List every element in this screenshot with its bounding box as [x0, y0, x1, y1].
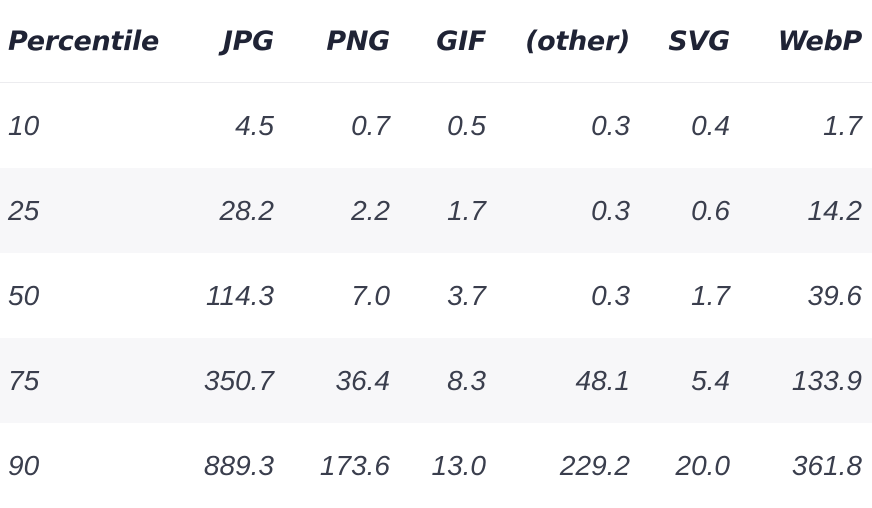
- webp-cell: 1.7: [740, 83, 872, 169]
- table-row: 50 114.3 7.0 3.7 0.3 1.7 39.6: [0, 253, 872, 338]
- other-cell: 0.3: [496, 253, 640, 338]
- table-row: 90 889.3 173.6 13.0 229.2 20.0 361.8: [0, 423, 872, 508]
- gif-cell: 1.7: [400, 168, 496, 253]
- column-header-jpg: JPG: [188, 0, 284, 83]
- other-cell: 229.2: [496, 423, 640, 508]
- webp-cell: 14.2: [740, 168, 872, 253]
- table-row: 25 28.2 2.2 1.7 0.3 0.6 14.2: [0, 168, 872, 253]
- gif-cell: 0.5: [400, 83, 496, 169]
- svg-cell: 5.4: [640, 338, 740, 423]
- jpg-cell: 4.5: [188, 83, 284, 169]
- column-header-other: (other): [496, 0, 640, 83]
- other-cell: 0.3: [496, 83, 640, 169]
- other-cell: 48.1: [496, 338, 640, 423]
- png-cell: 36.4: [284, 338, 400, 423]
- png-cell: 7.0: [284, 253, 400, 338]
- webp-cell: 361.8: [740, 423, 872, 508]
- gif-cell: 8.3: [400, 338, 496, 423]
- column-header-webp: WebP: [740, 0, 872, 83]
- percentile-cell: 10: [0, 83, 188, 169]
- jpg-cell: 114.3: [188, 253, 284, 338]
- webp-cell: 133.9: [740, 338, 872, 423]
- jpg-cell: 350.7: [188, 338, 284, 423]
- png-cell: 0.7: [284, 83, 400, 169]
- svg-cell: 1.7: [640, 253, 740, 338]
- table-row: 75 350.7 36.4 8.3 48.1 5.4 133.9: [0, 338, 872, 423]
- png-cell: 173.6: [284, 423, 400, 508]
- percentile-cell: 75: [0, 338, 188, 423]
- column-header-percentile: Percentile: [0, 0, 188, 83]
- svg-cell: 20.0: [640, 423, 740, 508]
- table-body: 10 4.5 0.7 0.5 0.3 0.4 1.7 25 28.2 2.2 1…: [0, 83, 872, 508]
- percentile-cell: 25: [0, 168, 188, 253]
- column-header-svg: SVG: [640, 0, 740, 83]
- percentile-cell: 50: [0, 253, 188, 338]
- percentile-cell: 90: [0, 423, 188, 508]
- table-header: Percentile JPG PNG GIF (other) SVG WebP: [0, 0, 872, 83]
- svg-cell: 0.6: [640, 168, 740, 253]
- jpg-cell: 28.2: [188, 168, 284, 253]
- other-cell: 0.3: [496, 168, 640, 253]
- column-header-png: PNG: [284, 0, 400, 83]
- column-header-gif: GIF: [400, 0, 496, 83]
- header-row: Percentile JPG PNG GIF (other) SVG WebP: [0, 0, 872, 83]
- gif-cell: 13.0: [400, 423, 496, 508]
- webp-cell: 39.6: [740, 253, 872, 338]
- jpg-cell: 889.3: [188, 423, 284, 508]
- svg-cell: 0.4: [640, 83, 740, 169]
- table-row: 10 4.5 0.7 0.5 0.3 0.4 1.7: [0, 83, 872, 169]
- png-cell: 2.2: [284, 168, 400, 253]
- gif-cell: 3.7: [400, 253, 496, 338]
